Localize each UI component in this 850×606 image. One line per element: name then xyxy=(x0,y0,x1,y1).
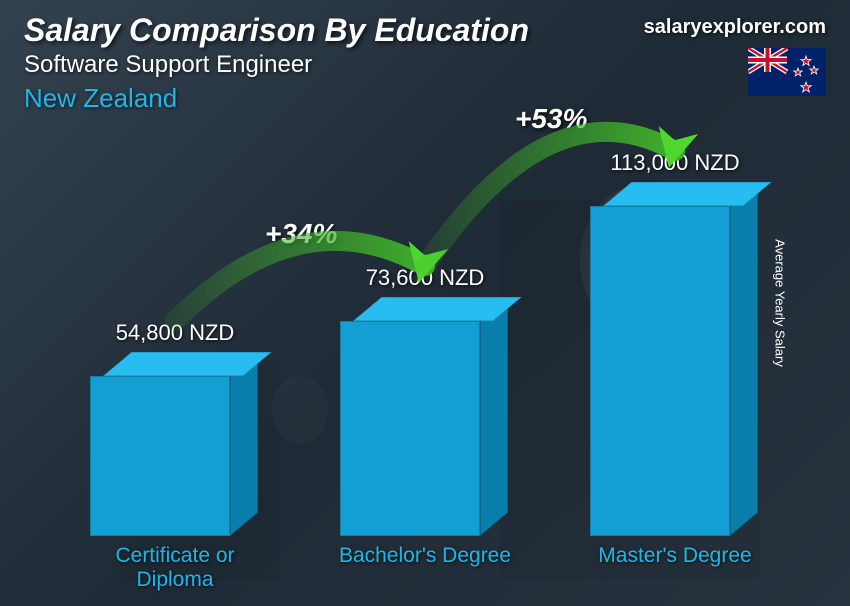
bar-side xyxy=(730,183,758,536)
bar-category-label: Master's Degree xyxy=(585,544,765,568)
bar-side xyxy=(230,353,258,536)
chart-country: New Zealand xyxy=(24,83,826,114)
bar-2: 113,000 NZDMaster's Degree xyxy=(590,206,760,536)
bar-chart: 54,800 NZDCertificate or Diploma 73,600 N… xyxy=(70,136,790,536)
bar-0: 54,800 NZDCertificate or Diploma xyxy=(90,376,260,536)
bar-top xyxy=(103,352,272,376)
brand-label: salaryexplorer.com xyxy=(644,16,826,39)
flag-icon xyxy=(748,48,826,96)
bar-top xyxy=(353,297,522,321)
bar-value-label: 54,800 NZD xyxy=(75,320,275,346)
chart-subtitle: Software Support Engineer xyxy=(24,51,826,79)
jump-percent-label-1: +53% xyxy=(515,103,587,135)
bar-value-label: 73,600 NZD xyxy=(325,265,525,291)
jump-percent-label-0: +34% xyxy=(265,218,337,250)
bar-1: 73,600 NZDBachelor's Degree xyxy=(340,321,510,536)
bar-front xyxy=(340,321,480,536)
bar-side xyxy=(480,298,508,536)
bar-category-label: Bachelor's Degree xyxy=(335,544,515,568)
bar-top xyxy=(603,182,772,206)
bar-front xyxy=(90,376,230,536)
bar-value-label: 113,000 NZD xyxy=(575,150,775,176)
bar-front xyxy=(590,206,730,536)
bar-category-label: Certificate or Diploma xyxy=(85,544,265,592)
